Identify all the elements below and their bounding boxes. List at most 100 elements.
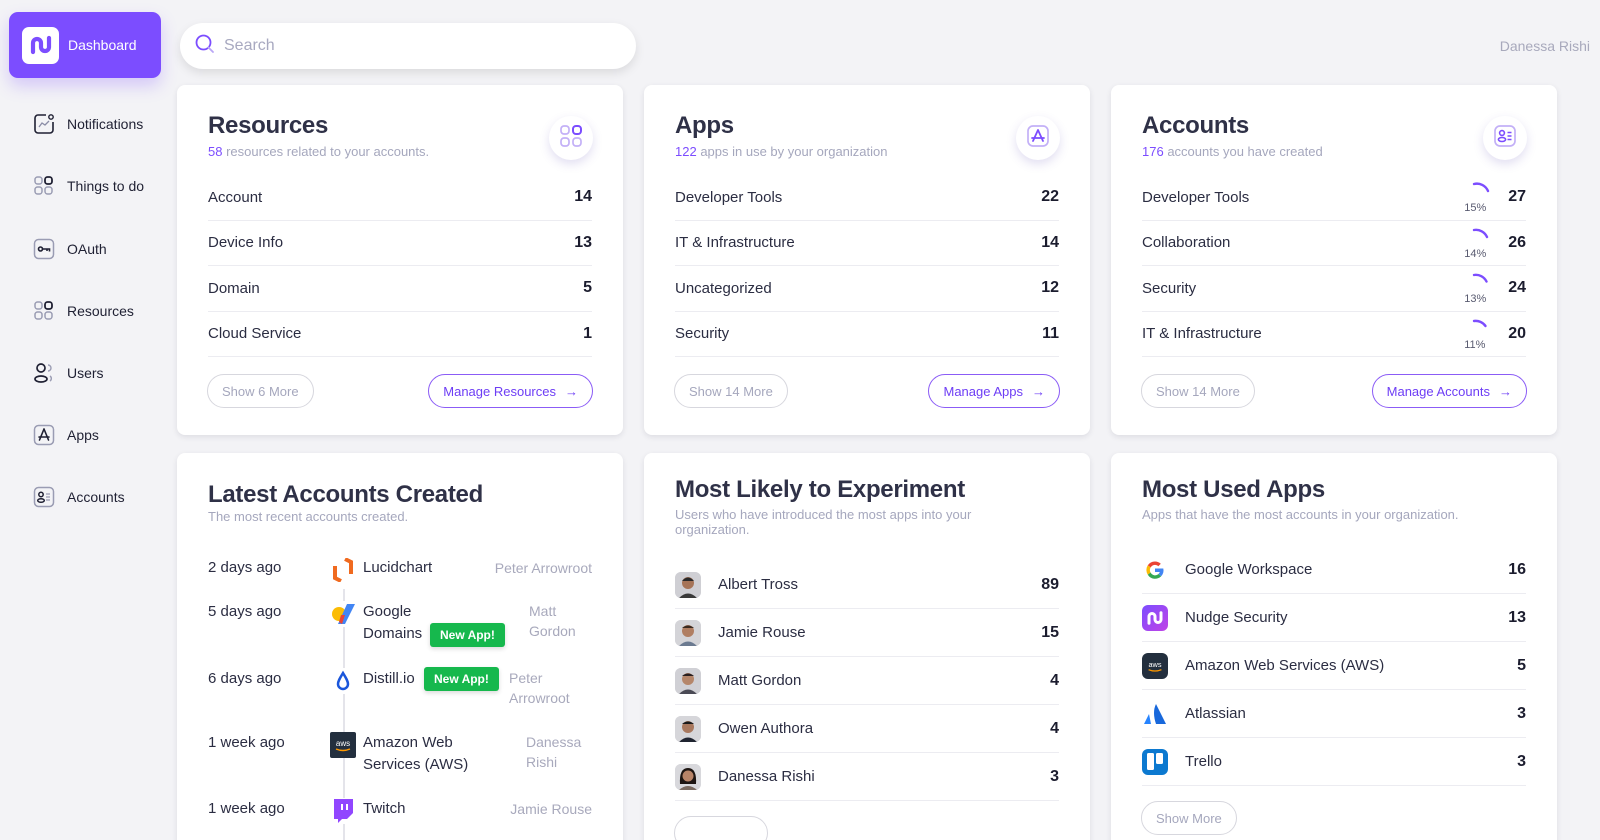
- apps-badge: [1016, 116, 1060, 160]
- sidebar-item-notifications[interactable]: Notifications: [32, 112, 143, 136]
- google-logo-icon: [1142, 557, 1168, 583]
- sidebar-item-label: Notifications: [67, 116, 144, 132]
- list-item[interactable]: aws Amazon Web Services (AWS) 5: [1142, 642, 1526, 690]
- sidebar-item-dashboard[interactable]: Dashboard: [9, 12, 161, 78]
- id-card-icon: [1493, 124, 1517, 153]
- show-more-button[interactable]: [674, 816, 768, 840]
- show-more-button[interactable]: Show More: [1141, 801, 1237, 835]
- list-item[interactable]: Jamie Rouse 15: [675, 609, 1059, 657]
- sidebar-item-apps[interactable]: Apps: [32, 423, 99, 447]
- app-store-icon: [32, 423, 56, 447]
- avatar: [675, 667, 701, 694]
- trello-logo-icon: [1142, 748, 1168, 775]
- show-more-button[interactable]: Show 6 More: [207, 374, 314, 408]
- card-subtitle: 176 accounts you have created: [1142, 144, 1323, 159]
- sidebar-item-label: OAuth: [67, 241, 107, 257]
- atlassian-logo-icon: [1142, 701, 1168, 727]
- list-item[interactable]: Security 13% 24: [1142, 266, 1526, 312]
- sidebar-item-label: Things to do: [67, 178, 145, 194]
- search-bar[interactable]: [180, 23, 636, 69]
- new-app-badge: New App!: [424, 667, 499, 691]
- apps-card: Apps 122 apps in use by your organizatio…: [644, 85, 1090, 435]
- svg-text:aws: aws: [1148, 659, 1161, 668]
- user-name[interactable]: Danessa Rishi: [1499, 38, 1590, 54]
- card-title: Resources: [208, 112, 329, 139]
- arrow-right-icon: →: [1032, 383, 1045, 399]
- most-used-apps-list: Google Workspace 16 Nudge Security 13 aw…: [1142, 546, 1526, 786]
- list-item[interactable]: Uncategorized 12: [675, 266, 1059, 312]
- list-item[interactable]: IT & Infrastructure 14: [675, 221, 1059, 266]
- card-subtitle: Users who have introduced the most apps …: [675, 507, 972, 537]
- sidebar-item-label: Accounts: [67, 489, 125, 505]
- sidebar-item-oauth[interactable]: OAuth: [32, 237, 107, 261]
- nudge-logo-icon: [22, 26, 59, 64]
- percent-gauge: 15%: [1464, 182, 1494, 214]
- list-item[interactable]: Atlassian 3: [1142, 690, 1526, 738]
- list-item[interactable]: Security 11: [675, 312, 1059, 357]
- list-item[interactable]: Domain 5: [208, 266, 592, 312]
- sidebar-item-resources[interactable]: Resources: [32, 299, 134, 323]
- card-title: Most Used Apps: [1142, 476, 1325, 503]
- id-card-icon: [32, 485, 56, 509]
- card-title: Most Likely to Experiment: [675, 476, 965, 503]
- sidebar-item-users[interactable]: Users: [32, 361, 104, 385]
- arrow-right-icon: →: [565, 383, 578, 399]
- sidebar-item-accounts[interactable]: Accounts: [32, 485, 125, 509]
- list-item[interactable]: Albert Tross 89: [675, 561, 1059, 609]
- list-item[interactable]: Device Info 13: [208, 221, 592, 266]
- resources-badge: [549, 116, 593, 160]
- app-store-icon: [1026, 124, 1050, 153]
- list-item[interactable]: Danessa Rishi 3: [675, 753, 1059, 801]
- list-item[interactable]: Google Workspace 16: [1142, 546, 1526, 594]
- list-item[interactable]: Cloud Service 1: [208, 312, 592, 357]
- list-item[interactable]: Developer Tools 22: [675, 175, 1059, 221]
- accounts-list: Developer Tools 15% 27 Collaboration 14% 26 …: [1142, 175, 1526, 357]
- grid-icon: [32, 299, 56, 323]
- card-title: Apps: [675, 112, 734, 139]
- list-item[interactable]: Owen Authora 4: [675, 705, 1059, 753]
- search-icon: [194, 33, 216, 60]
- list-item[interactable]: Collaboration 14% 26: [1142, 221, 1526, 266]
- latest-accounts-card: Latest Accounts Created The most recent …: [177, 453, 623, 840]
- twitch-logo-icon: [330, 798, 356, 824]
- card-title: Accounts: [1142, 112, 1249, 139]
- sidebar-item-label: Apps: [67, 427, 99, 443]
- key-icon: [32, 237, 56, 261]
- sidebar-item-things-to-do[interactable]: Things to do: [32, 174, 144, 198]
- list-item[interactable]: Trello 3: [1142, 738, 1526, 786]
- list-item[interactable]: IT & Infrastructure 11% 20: [1142, 312, 1526, 357]
- manage-apps-button[interactable]: Manage Apps →: [928, 374, 1060, 408]
- avatar: [675, 715, 701, 742]
- manage-accounts-button[interactable]: Manage Accounts →: [1371, 374, 1527, 408]
- resources-count: 58: [208, 144, 223, 159]
- list-item[interactable]: Developer Tools 15% 27: [1142, 175, 1526, 221]
- show-more-button[interactable]: Show 14 More: [674, 374, 788, 408]
- notifications-icon: [32, 112, 56, 136]
- list-item[interactable]: Account 14: [208, 175, 592, 221]
- lucidchart-logo-icon: [330, 557, 356, 583]
- nudge-logo-icon: [1142, 604, 1168, 631]
- arrow-right-icon: →: [1499, 383, 1512, 399]
- apps-count: 122: [675, 144, 697, 159]
- apps-list: Developer Tools 22 IT & Infrastructure 14 …: [675, 175, 1059, 357]
- timeline-line: [343, 589, 345, 840]
- card-subtitle: 58 resources related to your accounts.: [208, 144, 430, 159]
- accounts-count: 176: [1142, 144, 1164, 159]
- google-domains-logo-icon: [330, 601, 356, 627]
- search-input[interactable]: [224, 37, 604, 55]
- users-icon: [32, 361, 56, 385]
- avatar: [675, 571, 701, 598]
- percent-gauge: 11%: [1464, 319, 1494, 351]
- most-used-apps-card: Most Used Apps Apps that have the most a…: [1111, 453, 1557, 840]
- sidebar: Dashboard Notifications Things to do OAu…: [0, 0, 170, 840]
- grid-icon: [559, 124, 583, 153]
- manage-resources-button[interactable]: Manage Resources →: [428, 374, 593, 408]
- grid-icon: [32, 174, 56, 198]
- card-subtitle: The most recent accounts created.: [208, 509, 409, 524]
- svg-text:aws: aws: [336, 739, 350, 748]
- list-item[interactable]: Matt Gordon 4: [675, 657, 1059, 705]
- card-subtitle: 122 apps in use by your organization: [675, 144, 888, 159]
- show-more-button[interactable]: Show 14 More: [1141, 374, 1255, 408]
- avatar: [675, 763, 701, 790]
- list-item[interactable]: Nudge Security 13: [1142, 594, 1526, 642]
